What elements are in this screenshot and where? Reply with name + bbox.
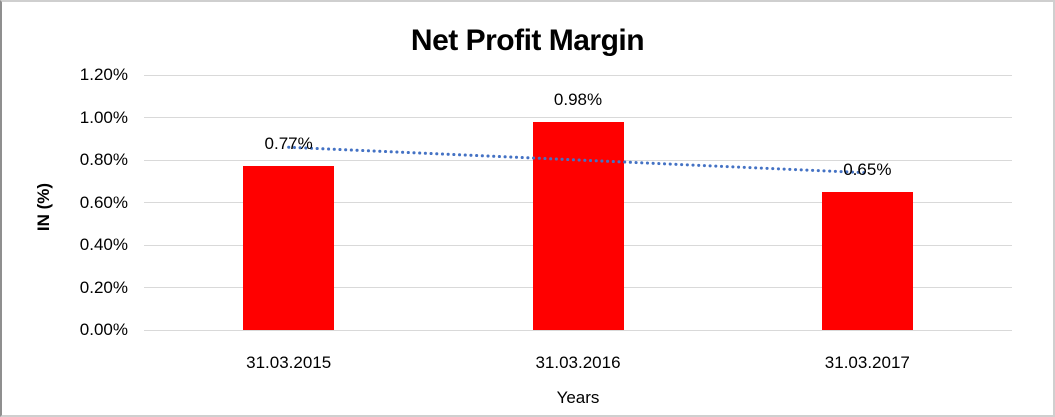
gridline bbox=[144, 117, 1012, 118]
y-tick-label: 0.00% bbox=[79, 320, 128, 339]
bar-31.03.2017 bbox=[821, 191, 913, 330]
x-tick-label: 31.03.2016 bbox=[535, 353, 621, 372]
bar-31.03.2015 bbox=[243, 166, 335, 330]
y-tick-label: 1.00% bbox=[79, 107, 128, 127]
x-tick-label: 31.03.2017 bbox=[824, 353, 910, 372]
y-tick-label: 1.20% bbox=[79, 65, 128, 84]
data-label: 0.98% bbox=[553, 89, 603, 109]
x-tick-label: 31.03.2015 bbox=[246, 353, 332, 372]
data-label: 0.77% bbox=[264, 134, 313, 154]
x-axis-title: Years bbox=[556, 388, 600, 407]
y-tick-label: 0.20% bbox=[79, 277, 128, 297]
chart-title: Net Profit Margin bbox=[410, 24, 645, 57]
gridline bbox=[144, 329, 1012, 331]
plot-area: 0.77% 0.98% 0.65% bbox=[144, 74, 1012, 331]
y-tick-label: 0.60% bbox=[79, 192, 128, 212]
y-tick-label: 0.80% bbox=[79, 150, 128, 169]
gridline bbox=[144, 74, 1012, 76]
data-label: 0.65% bbox=[843, 159, 892, 179]
bar-31.03.2016 bbox=[532, 121, 624, 330]
trendline bbox=[287, 145, 869, 175]
y-tick-label: 0.40% bbox=[79, 235, 128, 254]
